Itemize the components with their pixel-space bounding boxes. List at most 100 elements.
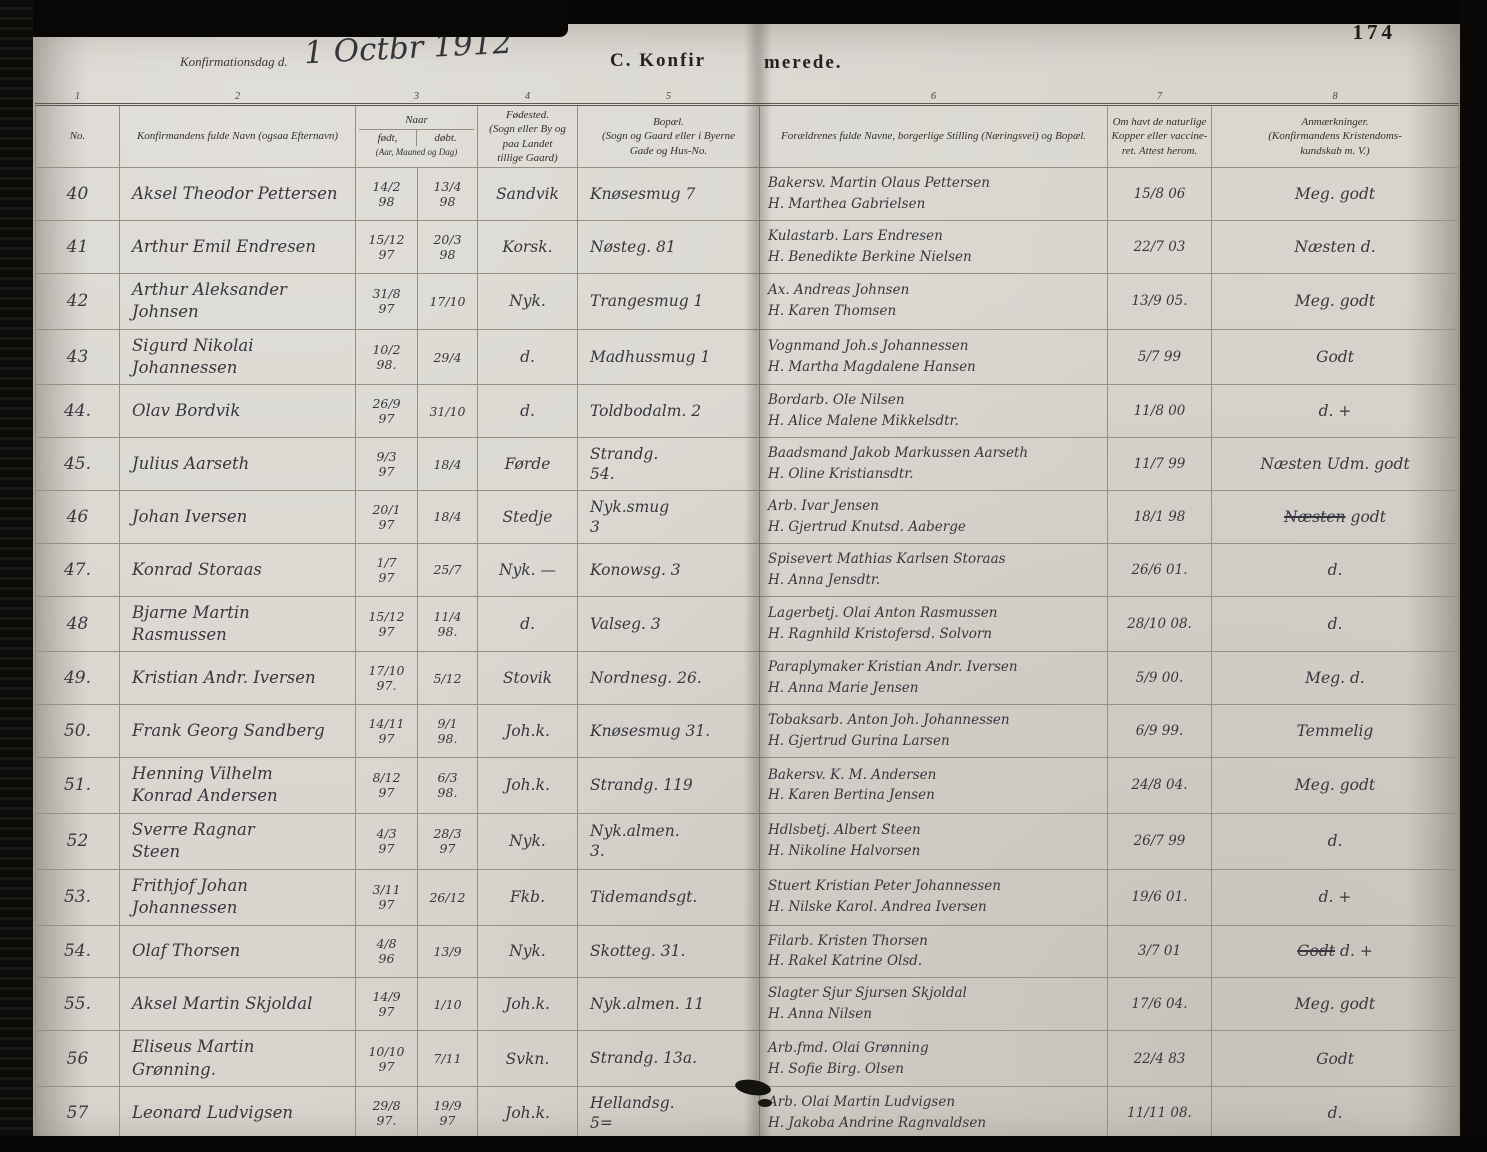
birth-date: 15/12 97 [355, 595, 418, 653]
vaccination-date: 11/7 99 [1107, 437, 1212, 492]
section-title-right: merede. [764, 52, 843, 73]
birth-date: 14/11 97 [355, 704, 418, 759]
confirmand-name: Aksel Theodor Pettersen [119, 167, 356, 221]
column-number: 2 [119, 90, 356, 106]
table-row: 54. Olaf Thorsen 4/8 96 13/9 Nyk. Skotte… [35, 924, 1459, 979]
table-row: 44. Olav Bordvik 26/9 97 31/10 d. Toldbo… [35, 384, 1459, 439]
table-row: 40 Aksel Theodor Pettersen 14/2 98 13/4 … [35, 167, 1459, 221]
residence: Skotteg. 31. [577, 924, 760, 979]
remark: d. [1211, 542, 1459, 597]
remark: Næsten godt [1211, 490, 1459, 544]
vaccination-date: 24/8 04. [1107, 757, 1212, 814]
birthplace: Stovik [477, 651, 578, 706]
birth-date: 4/8 96 [355, 924, 418, 979]
parents-names: Lagerbetj. Olai Anton Rasmussen H. Ragnh… [759, 595, 1108, 653]
remark: Næsten Udm. godt [1211, 437, 1459, 492]
baptism-date: 19/9 97 [417, 1085, 478, 1141]
birthplace: d. [477, 595, 578, 653]
vaccination-date: 3/7 01 [1107, 924, 1212, 979]
confirmand-name: Sverre Ragnar Steen [119, 812, 356, 870]
table-row: 41 Arthur Emil Endresen 15/12 97 20/3 98… [35, 219, 1459, 274]
birthplace: Stedje [477, 490, 578, 544]
birthplace: Fkb. [477, 868, 578, 926]
vaccination-date: 5/7 99 [1107, 328, 1212, 386]
column-number: 5 [577, 90, 760, 106]
birth-date: 1/7 97 [355, 542, 418, 597]
residence: Toldbodalm. 2 [577, 384, 760, 439]
parents-names: Bordarb. Ole Nilsen H. Alice Malene Mikk… [759, 384, 1108, 439]
remark: Meg. d. [1211, 651, 1459, 706]
remark: Godt [1211, 328, 1459, 386]
baptism-date: 13/4 98 [417, 167, 478, 221]
residence: Nøsteg. 81 [577, 219, 760, 274]
baptism-date: 20/3 98 [417, 219, 478, 274]
remark: d. [1211, 595, 1459, 653]
residence: Strandg. 13a. [577, 1030, 760, 1087]
residence: Nyk.almen. 3. [577, 812, 760, 870]
table-row: 51. Henning Vilhelm Konrad Andersen 8/12… [35, 757, 1459, 814]
residence: Knøsesmug 7 [577, 167, 760, 221]
birth-date: 31/8 97 [355, 272, 418, 330]
column-number-strip: 1 2 3 4 5 6 7 8 [35, 90, 1459, 106]
vaccination-date: 6/9 99. [1107, 704, 1212, 759]
confirmand-name: Olaf Thorsen [119, 924, 356, 979]
birthplace: Joh.k. [477, 704, 578, 759]
row-number: 56 [35, 1030, 120, 1087]
remark: d. [1211, 1085, 1459, 1141]
remark-text: godt [1350, 507, 1386, 526]
header-naar: Naar født, døbt. (Aar, Maaned og Dag) [355, 103, 478, 169]
baptism-date: 18/4 [417, 490, 478, 544]
vaccination-date: 11/8 00 [1107, 384, 1212, 439]
birth-date: 15/12 97 [355, 219, 418, 274]
baptism-date: 25/7 [417, 542, 478, 597]
vaccination-date: 22/4 83 [1107, 1030, 1212, 1087]
remark: Temmelig [1211, 704, 1459, 759]
birth-date: 9/3 97 [355, 437, 418, 492]
register-table-wrap: 1 2 3 4 5 6 7 8 No. Konfirmandens fulde … [35, 90, 1459, 1141]
register-table: 1 2 3 4 5 6 7 8 No. Konfirmandens fulde … [35, 90, 1459, 1141]
parents-names: Spisevert Mathias Karlsen Storaas H. Ann… [759, 542, 1108, 597]
table-row: 56 Eliseus Martin Grønning. 10/10 97 7/1… [35, 1030, 1459, 1087]
header-birthplace: Fødested. (Sogn eller By og paa Landet t… [477, 103, 578, 169]
header-residence: Bopæl. (Sogn og Gaard eller i Byerne Gad… [577, 103, 760, 169]
column-number: 3 [355, 90, 478, 106]
residence: Valseg. 3 [577, 595, 760, 653]
row-number: 42 [35, 272, 120, 330]
remark: Meg. godt [1211, 272, 1459, 330]
remark-text: Næsten d. [1294, 237, 1376, 256]
birthplace: Joh.k. [477, 977, 578, 1032]
baptism-date: 5/12 [417, 651, 478, 706]
remark-struck-text: Godt [1297, 942, 1336, 961]
table-row: 53. Frithjof Johan Johannessen 3/11 97 2… [35, 868, 1459, 926]
confirmand-name: Aksel Martin Skjoldal [119, 977, 356, 1032]
header-remarks: Anmærkninger. (Konfirmandens Kristendoms… [1211, 103, 1459, 169]
baptism-date: 7/11 [417, 1030, 478, 1087]
remark-struck-text: Næsten [1284, 507, 1346, 526]
page-header: Konfirmationsdag d. 1 Octbr 1912 C. Konf… [32, 20, 1462, 90]
parents-names: Stuert Kristian Peter Johannessen H. Nil… [759, 868, 1108, 926]
parents-names: Hdlsbetj. Albert Steen H. Nikoline Halvo… [759, 812, 1108, 870]
confirmand-name: Arthur Emil Endresen [119, 219, 356, 274]
page-number: 174 [1352, 20, 1396, 44]
birth-date: 17/10 97. [355, 651, 418, 706]
vaccination-date: 15/8 06 [1107, 167, 1212, 221]
row-number: 45. [35, 437, 120, 492]
table-row: 43 Sigurd Nikolai Johannessen 10/2 98. 2… [35, 328, 1459, 386]
scan-artifact-right-strip [1460, 0, 1487, 1152]
confirmand-name: Kristian Andr. Iversen [119, 651, 356, 706]
parents-names: Filarb. Kristen Thorsen H. Rakel Katrine… [759, 924, 1108, 979]
row-number: 47. [35, 542, 120, 597]
row-number: 46 [35, 490, 120, 544]
row-number: 44. [35, 384, 120, 439]
birthplace: Førde [477, 437, 578, 492]
scan-artifact-top-right-bar [1146, 0, 1487, 20]
residence: Konowsg. 3 [577, 542, 760, 597]
confirmand-name: Leonard Ludvigsen [119, 1085, 356, 1141]
table-header-row: No. Konfirmandens fulde Navn (ogsaa Efte… [35, 103, 1459, 169]
table-row: 48 Bjarne Martin Rasmussen 15/12 97 11/4… [35, 595, 1459, 653]
column-number: 4 [477, 90, 578, 106]
birthplace: Nyk. [477, 272, 578, 330]
parents-names: Arb. Olai Martin Ludvigsen H. Jakoba And… [759, 1085, 1108, 1141]
confirmand-name: Frank Georg Sandberg [119, 704, 356, 759]
header-dobt: døbt. [416, 129, 474, 147]
